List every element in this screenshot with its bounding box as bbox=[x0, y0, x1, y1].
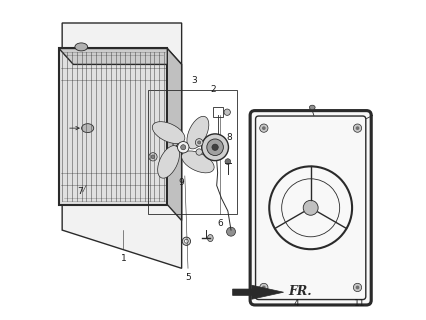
Circle shape bbox=[259, 283, 268, 292]
Text: 11: 11 bbox=[354, 299, 365, 308]
Circle shape bbox=[225, 159, 230, 164]
Circle shape bbox=[206, 139, 223, 156]
Polygon shape bbox=[181, 151, 214, 173]
FancyBboxPatch shape bbox=[250, 111, 370, 305]
Ellipse shape bbox=[207, 235, 213, 242]
Polygon shape bbox=[152, 122, 184, 144]
Circle shape bbox=[355, 126, 359, 130]
Text: 5: 5 bbox=[185, 273, 190, 282]
Circle shape bbox=[149, 153, 157, 161]
Polygon shape bbox=[167, 49, 181, 220]
Circle shape bbox=[177, 141, 189, 153]
Circle shape bbox=[262, 126, 265, 130]
Circle shape bbox=[197, 141, 200, 144]
Circle shape bbox=[224, 109, 230, 116]
Text: 2: 2 bbox=[210, 85, 216, 94]
Text: 9: 9 bbox=[178, 178, 184, 187]
Circle shape bbox=[262, 285, 265, 289]
Circle shape bbox=[184, 239, 188, 243]
Text: 12: 12 bbox=[169, 140, 181, 148]
Circle shape bbox=[180, 145, 185, 150]
Circle shape bbox=[195, 139, 202, 146]
Text: 10: 10 bbox=[160, 159, 171, 168]
Text: 8: 8 bbox=[226, 133, 232, 142]
Polygon shape bbox=[157, 146, 179, 178]
Circle shape bbox=[353, 124, 361, 132]
Ellipse shape bbox=[309, 105, 314, 110]
Polygon shape bbox=[59, 49, 167, 204]
Polygon shape bbox=[62, 23, 181, 268]
Circle shape bbox=[182, 237, 190, 245]
Circle shape bbox=[226, 227, 235, 236]
Ellipse shape bbox=[75, 43, 87, 51]
Circle shape bbox=[211, 144, 218, 150]
Text: 3: 3 bbox=[191, 76, 197, 85]
Circle shape bbox=[302, 200, 317, 215]
Polygon shape bbox=[187, 116, 208, 149]
Circle shape bbox=[196, 149, 202, 155]
Text: 4: 4 bbox=[293, 299, 299, 308]
Text: 1: 1 bbox=[121, 254, 127, 263]
Text: 7: 7 bbox=[77, 188, 82, 196]
Circle shape bbox=[259, 124, 268, 132]
Text: FR.: FR. bbox=[288, 285, 311, 298]
Circle shape bbox=[355, 285, 359, 289]
Circle shape bbox=[353, 283, 361, 292]
Text: 6: 6 bbox=[216, 219, 222, 228]
Circle shape bbox=[151, 155, 155, 159]
Polygon shape bbox=[232, 285, 283, 299]
Circle shape bbox=[201, 134, 228, 161]
Ellipse shape bbox=[81, 124, 93, 132]
Polygon shape bbox=[59, 49, 181, 64]
Ellipse shape bbox=[373, 110, 380, 115]
Bar bbox=[213, 108, 222, 117]
